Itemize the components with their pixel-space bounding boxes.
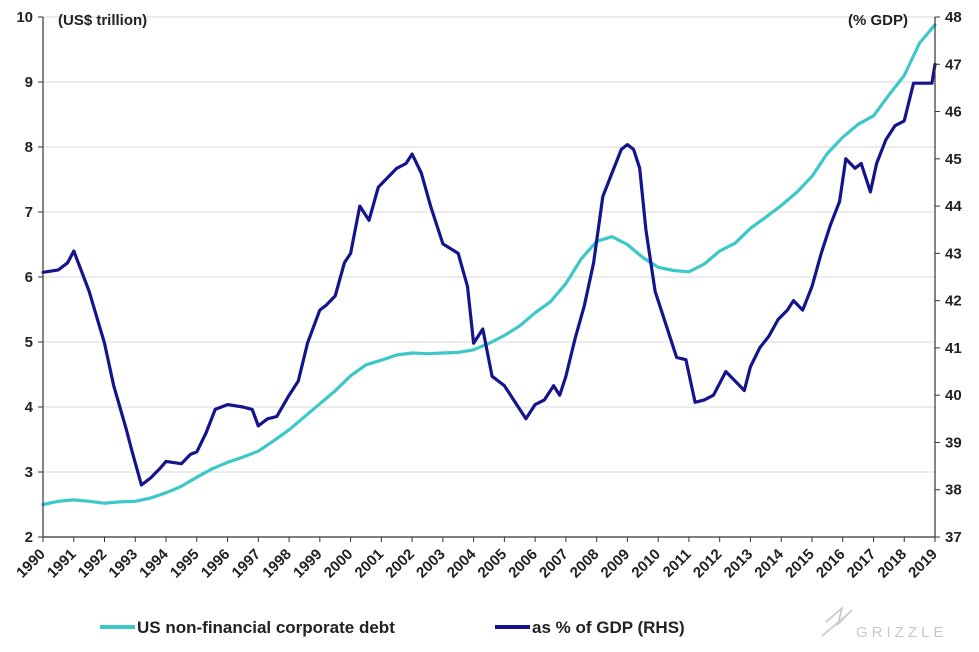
x-tick-label: 2011 <box>660 546 695 581</box>
x-tick-label: 2008 <box>567 546 603 582</box>
brand-name: GRIZZLE <box>856 624 947 641</box>
x-tick-label: 1991 <box>44 546 80 582</box>
y-right-tick-label: 48 <box>945 9 962 26</box>
x-tick-label: 1990 <box>13 546 49 582</box>
x-tick-label: 2006 <box>505 546 541 582</box>
y-right-tick-label: 37 <box>945 529 962 546</box>
y-left-tick-label: 4 <box>25 399 34 416</box>
y-left-tick-label: 3 <box>25 464 33 481</box>
y-right-tick-label: 39 <box>945 434 962 451</box>
brand-logo: GRIZZLE <box>821 605 947 641</box>
x-tick-label: 1996 <box>198 546 234 582</box>
x-tick-label: 1995 <box>167 546 203 582</box>
x-tick-label: 2014 <box>751 545 787 581</box>
x-tick-label: 2010 <box>628 546 664 582</box>
x-tick-label: 2001 <box>352 546 388 582</box>
brand-mark-icon <box>821 605 853 637</box>
x-tick-label: 2018 <box>874 546 910 582</box>
x-tick-label: 2003 <box>413 546 449 582</box>
gridlines <box>43 16 935 538</box>
x-tick-label: 2016 <box>813 546 849 582</box>
series-line-debt <box>41 23 937 507</box>
x-tick-label: 2013 <box>721 546 757 582</box>
x-tick-label: 1993 <box>105 546 141 582</box>
y-right-tick-label: 38 <box>945 482 962 499</box>
y-right-tick-label: 42 <box>945 293 962 310</box>
legend: US non-financial corporate debt as % of … <box>100 618 685 637</box>
y-right-tick-label: 40 <box>945 387 962 404</box>
x-tick-label: 2017 <box>844 546 880 582</box>
x-tick-label: 2012 <box>690 546 726 582</box>
y-left-tick-label: 2 <box>25 529 33 546</box>
x-tick-label: 2009 <box>598 546 634 582</box>
x-tick-label: 1999 <box>290 546 326 582</box>
x-tick-label: 2002 <box>382 546 418 582</box>
y-left-tick-label: 7 <box>25 204 33 221</box>
x-tick-label: 1992 <box>75 546 111 582</box>
y-right-tick-label: 47 <box>945 56 962 73</box>
y-right-tick-label: 43 <box>945 245 962 262</box>
y-right-tick-label: 44 <box>945 198 962 215</box>
y-left-tick-label: 9 <box>25 74 33 91</box>
y-left-tick-label: 8 <box>25 139 33 156</box>
x-tick-label: 2000 <box>321 546 357 582</box>
legend-label-debt: US non-financial corporate debt <box>137 618 395 637</box>
right-axis-unit: (% GDP) <box>848 12 908 29</box>
y-right-tick-label: 41 <box>945 340 962 357</box>
series-layer <box>41 23 937 507</box>
y-right-tick-label: 46 <box>945 104 962 121</box>
x-tick-label: 1997 <box>229 546 265 582</box>
y-left-tick-label: 6 <box>25 269 33 286</box>
axes <box>38 16 940 542</box>
y-right-tick-label: 45 <box>945 151 962 168</box>
x-tick-label: 2004 <box>444 545 480 581</box>
x-tick-label: 1994 <box>136 545 172 581</box>
legend-label-gdp: as % of GDP (RHS) <box>532 618 685 637</box>
x-tick-label: 2005 <box>475 546 511 582</box>
y-left-tick-label: 10 <box>16 9 33 26</box>
x-tick-label: 2015 <box>782 546 818 582</box>
series-line-gdp <box>41 62 937 487</box>
x-tick-label: 1998 <box>259 546 295 582</box>
x-tick-label: 2007 <box>536 546 572 582</box>
left-axis-unit: (US$ trillion) <box>58 12 147 29</box>
x-tick-label: 2019 <box>905 546 941 582</box>
y-left-tick-label: 5 <box>25 334 33 351</box>
